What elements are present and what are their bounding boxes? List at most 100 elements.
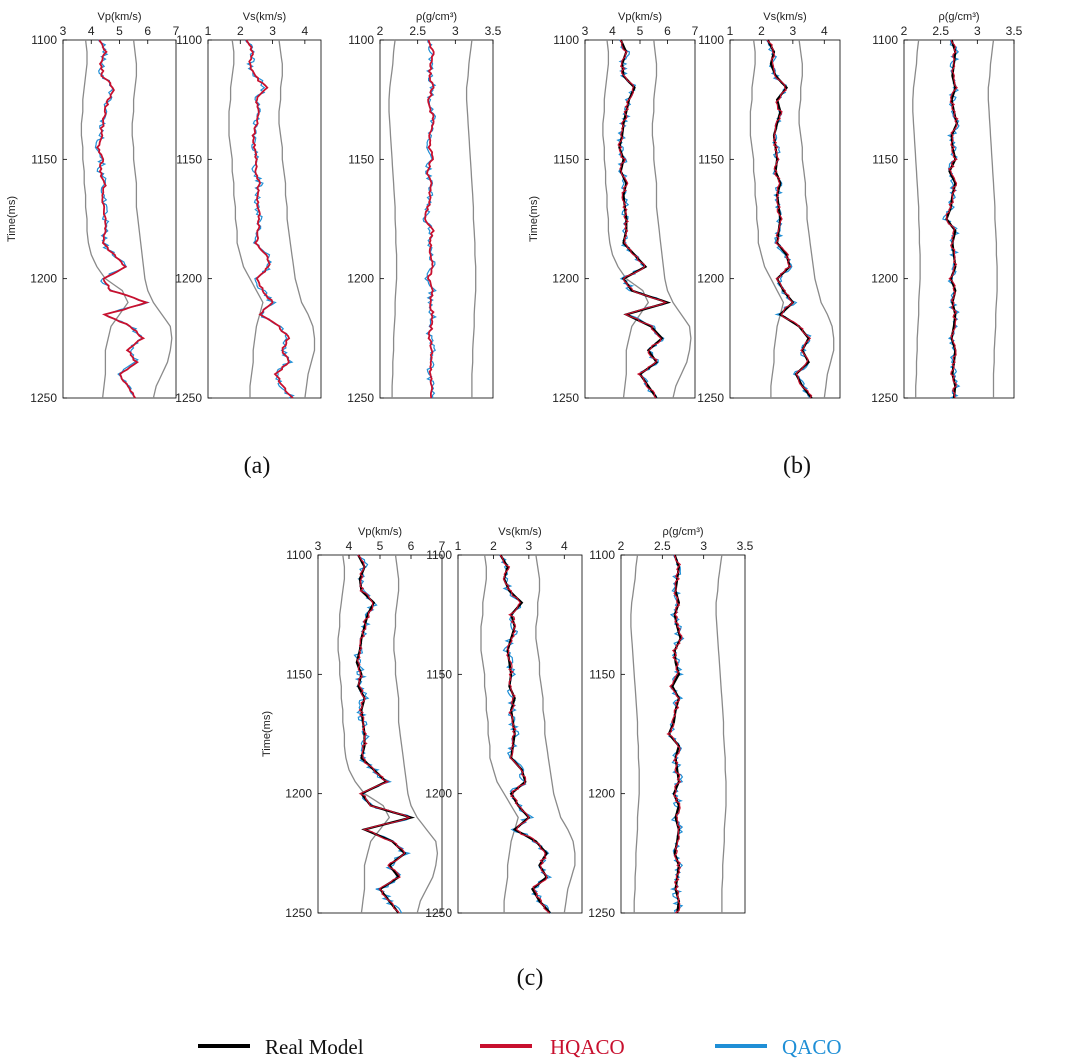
legend-label-real-model: Real Model xyxy=(265,1035,364,1059)
track-frame xyxy=(457,554,583,914)
series-hqaco xyxy=(356,554,411,914)
bound-curve-high xyxy=(715,554,727,913)
series-qaco xyxy=(94,39,151,399)
bound-curve-low xyxy=(337,554,391,914)
x-tick-label: 2 xyxy=(377,24,384,38)
series-qaco xyxy=(422,39,437,399)
panel-c: Time(ms) 3 4 5 6 7 Vp(km/s) 1100 1150 1200 1250 1 2 3… xyxy=(261,526,754,920)
y-tick-label: 1100 xyxy=(286,548,312,562)
series-qaco xyxy=(942,39,961,399)
y-tick-label: 1100 xyxy=(348,33,374,47)
bound-curve-high xyxy=(393,554,439,914)
y-tick-label: 1150 xyxy=(31,152,57,166)
x-tick-label: 2 xyxy=(618,539,625,553)
bound-curve-low xyxy=(630,554,640,913)
y-tick-label: 1150 xyxy=(426,667,452,681)
x-tick-label: 7 xyxy=(173,24,180,38)
panel-label-c: (c) xyxy=(517,965,544,991)
x-axis-label: Vs(km/s) xyxy=(763,11,806,23)
x-tick-label: 4 xyxy=(821,24,828,38)
series-hqaco xyxy=(945,39,959,399)
y-tick-label: 1100 xyxy=(176,33,202,47)
y-tick-label: 1200 xyxy=(588,787,615,801)
y-tick-label: 1250 xyxy=(30,391,57,405)
y-tick-label: 1250 xyxy=(697,391,724,405)
x-tick-label: 3 xyxy=(526,539,533,553)
x-axis-label: Vs(km/s) xyxy=(243,11,286,23)
track-frame xyxy=(584,39,696,399)
x-tick-label: 7 xyxy=(692,24,699,38)
x-tick-label: 5 xyxy=(377,539,384,553)
bound-curve-high xyxy=(535,554,576,914)
x-tick-label: 2.5 xyxy=(409,24,426,38)
x-axis-label: Vp(km/s) xyxy=(618,11,662,23)
x-tick-label: 3 xyxy=(700,539,707,553)
y-tick-label: 1150 xyxy=(872,152,898,166)
x-axis-label: Vp(km/s) xyxy=(98,11,142,23)
bound-curve-high xyxy=(465,39,477,398)
panel-label-a: (a) xyxy=(244,453,271,479)
x-tick-label: 2.5 xyxy=(932,24,949,38)
x-tick-label: 1 xyxy=(455,539,462,553)
y-tick-label: 1150 xyxy=(589,667,615,681)
series-hqaco xyxy=(766,39,813,399)
y-tick-label: 1100 xyxy=(872,33,898,47)
y-tick-label: 1200 xyxy=(871,272,898,286)
track-frame xyxy=(620,554,746,914)
series-hqaco xyxy=(245,39,294,399)
legend-label-qaco: QACO xyxy=(782,1035,842,1059)
x-tick-label: 3.5 xyxy=(485,24,502,38)
y-tick-label: 1150 xyxy=(286,667,312,681)
y-tick-label: 1250 xyxy=(552,391,579,405)
x-axis-label: ρ(g/cm³) xyxy=(938,11,979,23)
panel-a: Time(ms) 3 4 5 6 7 Vp(km/s) 1100 1150 1200 1250 1 2 3… xyxy=(6,11,502,405)
track-rho: 2 2.5 3 3.5 ρ(g/cm³) 1100 1150 1200 1250 xyxy=(347,11,501,405)
series-hqaco xyxy=(95,39,150,399)
bound-curve-low xyxy=(912,39,921,398)
series-real-model xyxy=(355,554,416,914)
legend: Real Model HQACO QACO xyxy=(198,1035,842,1059)
y-tick-label: 1250 xyxy=(285,906,312,920)
track-frame xyxy=(379,39,494,399)
x-tick-label: 4 xyxy=(346,539,353,553)
x-tick-label: 3.5 xyxy=(737,539,754,553)
bound-curve-low xyxy=(749,39,785,398)
panel-label-b: (b) xyxy=(783,453,811,479)
y-tick-label: 1200 xyxy=(175,272,202,286)
x-tick-label: 2 xyxy=(490,539,497,553)
x-tick-label: 1 xyxy=(727,24,734,38)
x-tick-label: 3 xyxy=(452,24,459,38)
x-tick-label: 5 xyxy=(116,24,123,38)
x-tick-label: 3 xyxy=(60,24,67,38)
bound-curve-high xyxy=(278,39,316,399)
bound-curve-low xyxy=(388,39,398,398)
track-rho: 2 2.5 3 3.5 ρ(g/cm³) 1100 1150 1200 1250 xyxy=(871,11,1022,405)
x-axis-label: ρ(g/cm³) xyxy=(662,526,703,538)
bound-curve-high xyxy=(987,39,998,398)
series-real-model xyxy=(618,39,672,399)
series-hqaco xyxy=(617,39,668,399)
y-tick-label: 1200 xyxy=(425,787,452,801)
series-qaco xyxy=(244,39,295,399)
track-vs: 1 2 3 4 Vs(km/s) 1100 1150 1200 1250 xyxy=(425,526,583,920)
bound-curve-low xyxy=(602,39,650,399)
y-tick-label: 1200 xyxy=(285,787,312,801)
track-frame xyxy=(62,39,177,399)
y-tick-label: 1150 xyxy=(348,152,374,166)
y-tick-label: 1100 xyxy=(589,548,615,562)
x-tick-label: 3 xyxy=(582,24,589,38)
series-qaco xyxy=(616,39,670,399)
x-tick-label: 4 xyxy=(561,539,568,553)
y-tick-label: 1150 xyxy=(176,152,202,166)
x-tick-label: 5 xyxy=(637,24,644,38)
x-tick-label: 3.5 xyxy=(1006,24,1023,38)
x-tick-label: 7 xyxy=(439,539,446,553)
bound-curve-high xyxy=(131,39,173,399)
track-vs: 1 2 3 4 Vs(km/s) 1100 1150 1200 1250 xyxy=(697,11,841,405)
x-tick-label: 2 xyxy=(901,24,908,38)
y-tick-label: 1200 xyxy=(697,272,724,286)
track-rho: 2 2.5 3 3.5 ρ(g/cm³) 1100 1150 1200 1250 xyxy=(588,526,753,920)
y-tick-label: 1250 xyxy=(425,906,452,920)
track-frame xyxy=(903,39,1015,399)
series-hqaco xyxy=(666,554,683,914)
